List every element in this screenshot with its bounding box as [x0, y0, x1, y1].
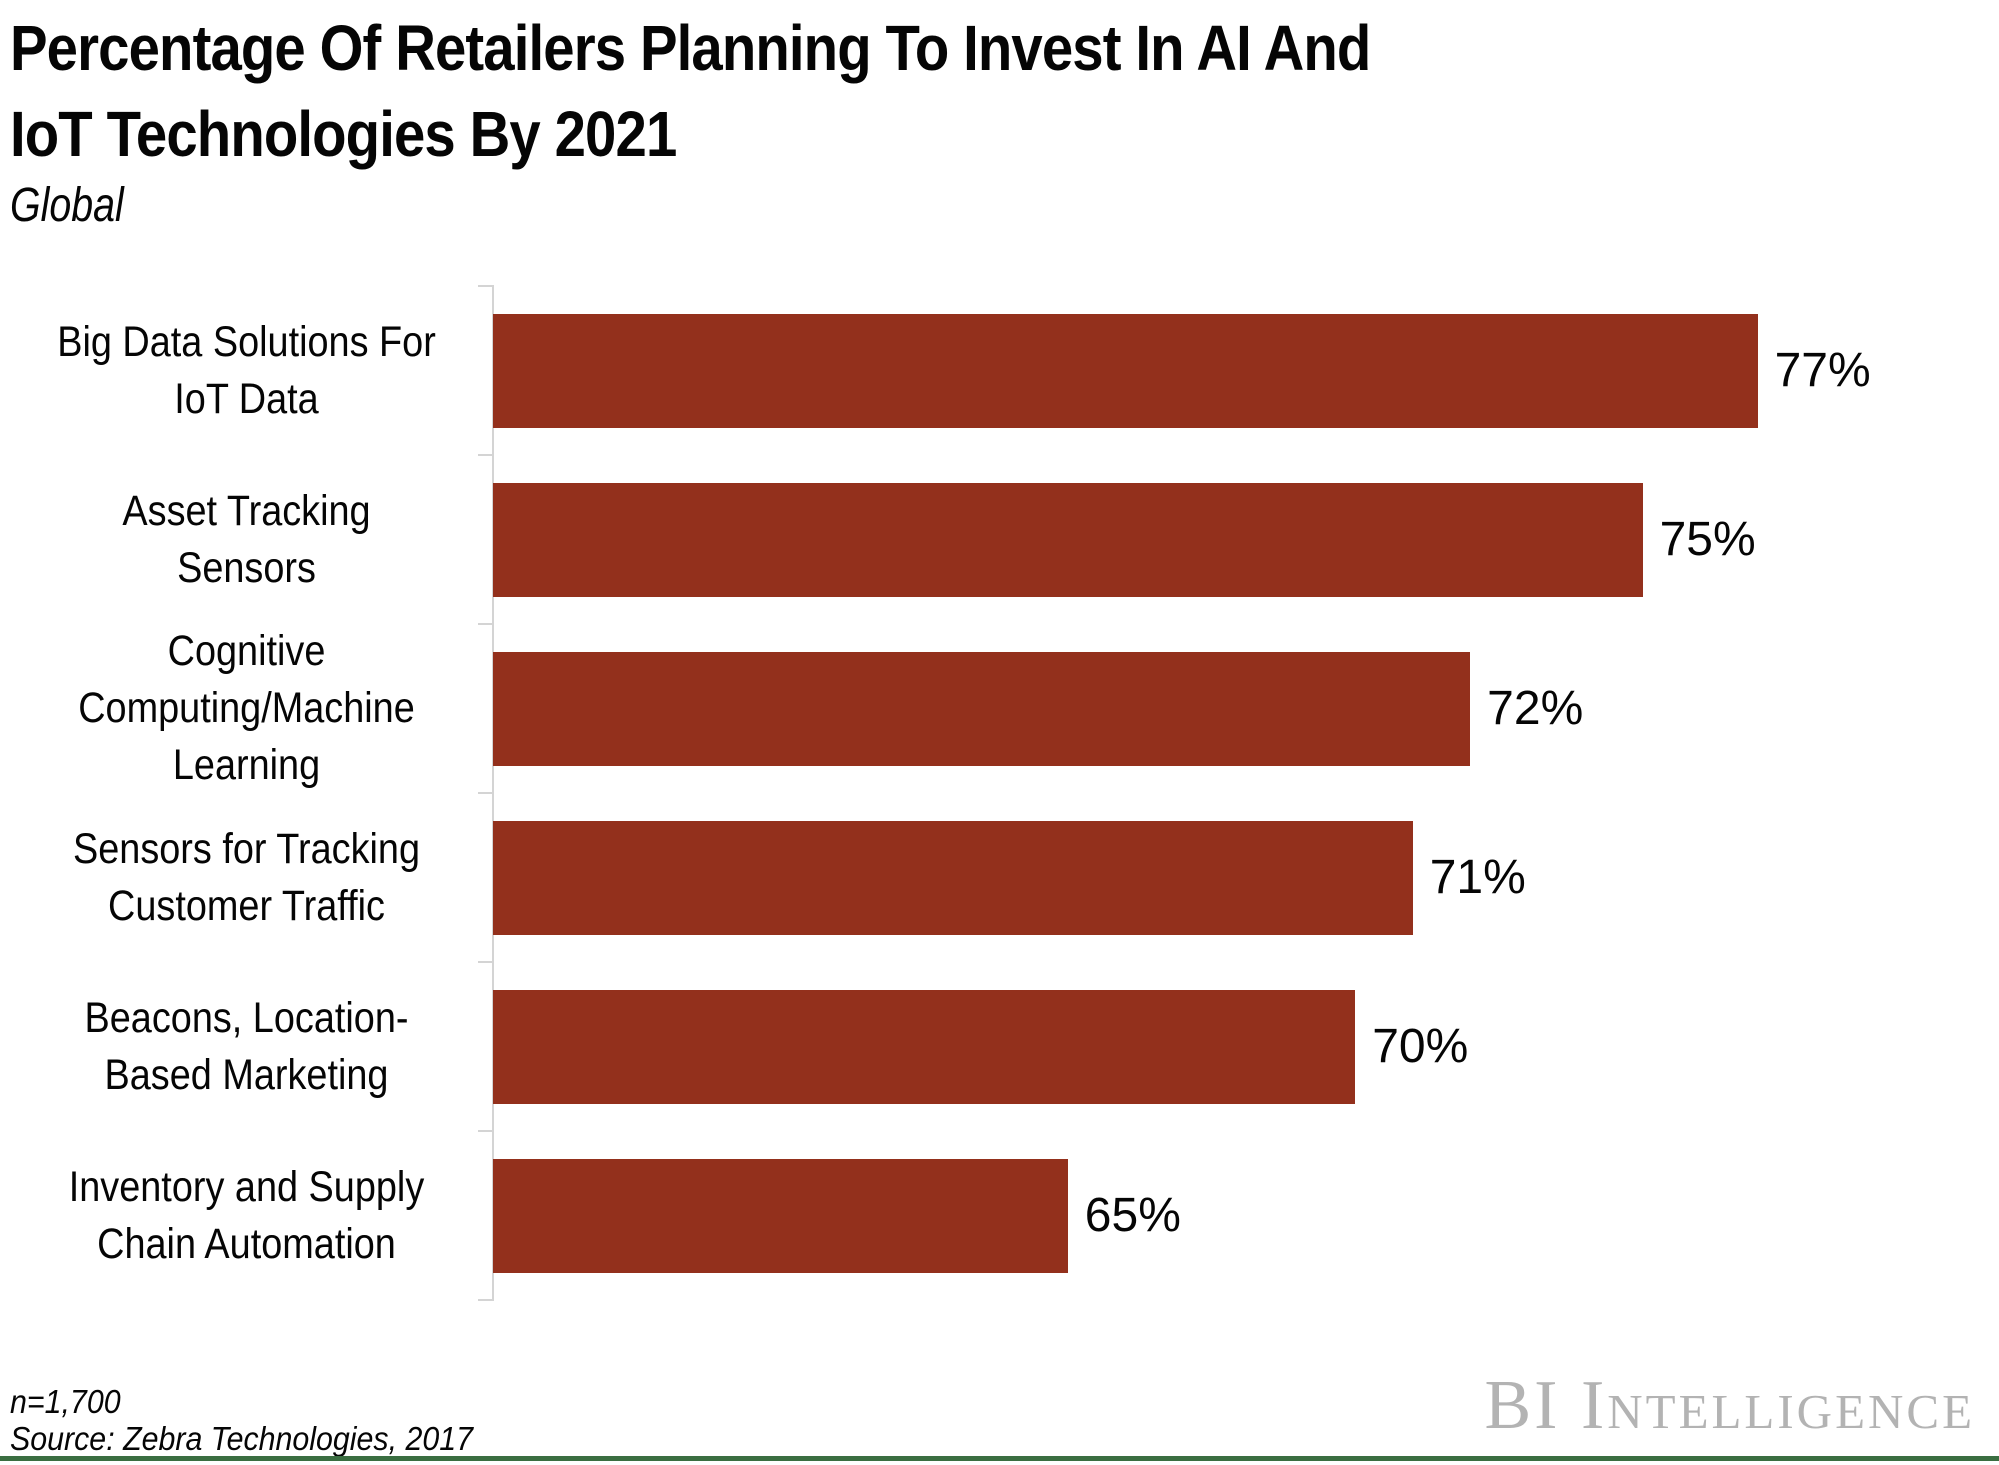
bar-track: 72% [493, 624, 1999, 793]
page-title: Percentage Of Retailers Planning To Inve… [10, 5, 1371, 177]
chart-subtitle: Global [10, 179, 124, 232]
bar-4 [493, 989, 1356, 1104]
chart-row: Asset Tracking Sensors 75% [0, 455, 1999, 624]
value-label: 72% [1487, 682, 1584, 735]
bi-intelligence-logo: BI Intelligence [1484, 1367, 1975, 1444]
bar-5 [493, 1158, 1068, 1273]
category-label: Cognitive Computing/Machine Learning [78, 627, 415, 789]
chart-rows: Big Data Solutions For IoT Data 77% Asset … [0, 286, 1999, 1300]
value-label: 65% [1084, 1189, 1181, 1242]
bottom-border-line [0, 1456, 1999, 1461]
axis-tick [478, 623, 494, 625]
category-label: Big Data Solutions For IoT Data [57, 317, 436, 423]
bar-track: 71% [493, 793, 1999, 962]
bar-track: 75% [493, 455, 1999, 624]
category-label: Asset Tracking Sensors [122, 486, 371, 592]
page-title-line-1: Percentage Of Retailers Planning To Inve… [10, 12, 1371, 84]
category-label: Sensors for Tracking Customer Traffic [72, 824, 420, 930]
value-label: 71% [1429, 851, 1526, 904]
axis-tick [478, 961, 494, 963]
axis-tick [478, 1299, 494, 1301]
axis-tick [478, 454, 494, 456]
bar-3 [493, 820, 1413, 935]
category-label: Beacons, Location- Based Marketing [84, 993, 409, 1099]
bar-1 [493, 482, 1643, 597]
source-note: Source: Zebra Technologies, 2017 [10, 1420, 474, 1457]
chart-row: Sensors for Tracking Customer Traffic 71% [0, 793, 1999, 962]
value-label: 75% [1659, 513, 1756, 566]
sample-size-note: n=1,700 [10, 1383, 121, 1420]
axis-tick [478, 1130, 494, 1132]
value-label: 70% [1372, 1020, 1469, 1073]
page-title-line-2: IoT Technologies By 2021 [10, 98, 677, 170]
value-label: 77% [1774, 344, 1871, 397]
bar-track: 65% [493, 1131, 1999, 1300]
bar-2 [493, 651, 1471, 766]
bar-0 [493, 313, 1758, 428]
chart-row: Cognitive Computing/Machine Learning 72% [0, 624, 1999, 793]
bar-chart: Big Data Solutions For IoT Data 77% Asset … [0, 285, 1999, 1301]
chart-row: Big Data Solutions For IoT Data 77% [0, 286, 1999, 455]
axis-tick [478, 792, 494, 794]
category-label: Inventory and Supply Chain Automation [68, 1162, 425, 1268]
chart-row: Beacons, Location- Based Marketing 70% [0, 962, 1999, 1131]
chart-row: Inventory and Supply Chain Automation 65% [0, 1131, 1999, 1300]
bar-track: 70% [493, 962, 1999, 1131]
axis-tick [478, 285, 494, 287]
bar-track: 77% [493, 286, 1999, 455]
